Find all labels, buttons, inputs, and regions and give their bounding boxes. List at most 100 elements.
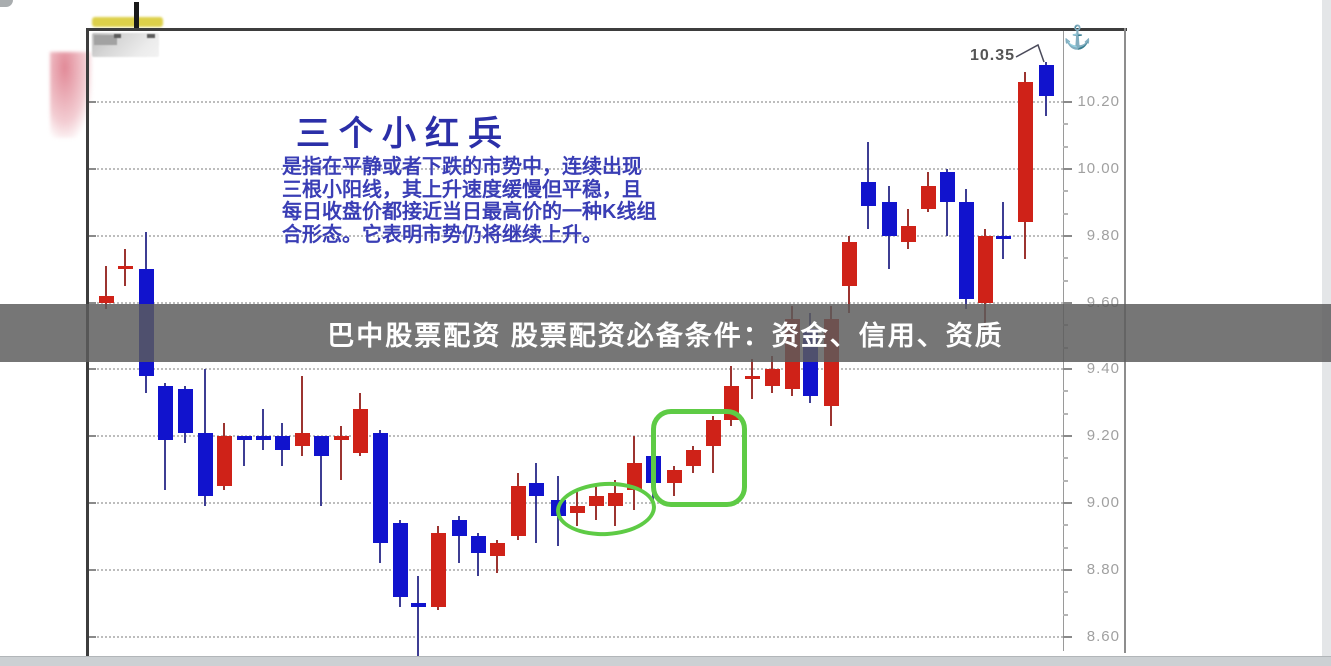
axis-label: 9.00	[1086, 494, 1120, 511]
description-line: 每日收盘价都接近当日最高价的一种K线组	[282, 201, 657, 223]
candlestick-up	[921, 186, 936, 209]
axis-label: 10.20	[1077, 93, 1120, 110]
axis-tick	[1063, 368, 1072, 370]
axis-minor-tick	[1063, 591, 1068, 593]
axis-label: 9.80	[1086, 227, 1120, 244]
candlestick-up	[570, 506, 585, 513]
axis-minor-tick	[1063, 146, 1068, 148]
axis-tick	[1063, 636, 1072, 638]
page-bottom-edge	[0, 656, 1331, 666]
gridline	[90, 435, 1063, 437]
gridline	[90, 101, 1063, 103]
candlestick-down	[237, 436, 252, 440]
candlestick-up	[99, 296, 114, 303]
candlestick-down-wick	[946, 169, 948, 236]
candlestick-up	[1018, 82, 1033, 222]
watermark-speck	[114, 34, 121, 38]
axis-tick	[1063, 502, 1072, 504]
axis-label: 8.80	[1086, 561, 1120, 578]
candlestick-up	[745, 376, 760, 379]
axis-tick-left	[89, 235, 96, 237]
candlestick-down	[178, 389, 193, 433]
yellow-highlight-strip	[92, 17, 163, 27]
candlestick-down-wick	[1002, 202, 1004, 259]
description-line: 是指在平静或者下跌的市势中，连续出现	[282, 156, 642, 178]
axis-minor-tick	[1063, 280, 1068, 282]
candlestick-down-wick	[243, 436, 245, 466]
candlestick-down	[314, 436, 329, 456]
candlestick-up-wick	[105, 266, 107, 309]
axis-tick	[1063, 235, 1072, 237]
peak-price-label: 10.35	[970, 47, 1016, 64]
ad-banner[interactable]: 巴中股票配资 股票配资必备条件：资金、信用、资质	[0, 304, 1331, 362]
candlestick-up	[842, 242, 857, 286]
axis-tick	[1063, 302, 1072, 304]
candlestick-up	[295, 433, 310, 446]
axis-tick	[1063, 435, 1072, 437]
candlestick-down	[471, 536, 486, 553]
candlestick-up	[686, 450, 701, 466]
candlestick-down-wick	[417, 576, 419, 657]
candlestick-up	[217, 436, 232, 486]
axis-minor-tick	[1063, 413, 1068, 415]
axis-minor-tick	[1063, 190, 1068, 192]
candlestick-down-wick	[477, 533, 479, 576]
candlestick-down	[452, 520, 467, 536]
candlestick-down	[198, 433, 213, 496]
candlestick-up-wick	[301, 376, 303, 456]
candlestick-down-wick	[320, 436, 322, 506]
candlestick-up	[431, 533, 446, 607]
axis-label: 9.40	[1086, 360, 1120, 377]
candlestick-up	[765, 369, 780, 386]
candlestick-up	[353, 409, 368, 453]
axis-tick-left	[89, 368, 96, 370]
axis-label: 9.20	[1086, 427, 1120, 444]
axis-tick-left	[89, 502, 96, 504]
axis-minor-tick	[1063, 390, 1068, 392]
axis-minor-tick	[1063, 547, 1068, 549]
candlestick-down	[882, 202, 897, 236]
candlestick-down	[1039, 65, 1054, 96]
axis-tick	[1063, 168, 1072, 170]
gridline	[90, 636, 1063, 638]
axis-tick-left	[89, 168, 96, 170]
candlestick-up-wick	[340, 426, 342, 480]
candlestick-down	[393, 523, 408, 597]
candlestick-down	[996, 236, 1011, 239]
pink-watermark-blob	[50, 52, 92, 138]
description-line: 三根小阳线，其上升速度缓慢但平稳，且	[282, 178, 642, 201]
candlestick-down	[373, 433, 388, 543]
chart-frame-top-border	[86, 28, 1127, 31]
pattern-title: 三个小红兵	[296, 114, 511, 154]
axis-tick-left	[89, 435, 96, 437]
candlestick-down	[275, 436, 290, 450]
axis-tick-left	[89, 636, 96, 638]
axis-tick-left	[89, 302, 96, 304]
gridline	[90, 168, 1063, 170]
axis-minor-tick	[1063, 213, 1068, 215]
candlestick-down	[959, 202, 974, 299]
axis-tick-left	[89, 569, 96, 571]
candlestick-down	[158, 386, 173, 440]
gridline	[90, 235, 1063, 237]
axis-tick-left	[89, 101, 96, 103]
gridline	[90, 302, 1063, 304]
axis-minor-tick	[1063, 524, 1068, 526]
candlestick-up-wick	[751, 359, 753, 399]
candlestick-down	[940, 172, 955, 202]
pattern-description: 是指在平静或者下跌的市势中，连续出现 三根小阳线，其上升速度缓慢但平稳，且 每日…	[282, 156, 662, 246]
pattern-highlight-ellipse	[554, 479, 658, 539]
candlestick-down-wick	[262, 409, 264, 450]
axis-tick	[1063, 569, 1072, 571]
axis-minor-tick	[1063, 480, 1068, 482]
candlestick-down-wick	[458, 516, 460, 563]
candlestick-down	[256, 436, 271, 440]
candlestick-up	[608, 493, 623, 506]
candlestick-up	[490, 543, 505, 556]
candlestick-up	[118, 266, 133, 269]
watermark-speck	[147, 34, 155, 38]
anchor-icon: ⚓	[1063, 24, 1092, 50]
candlestick-down-wick	[535, 463, 537, 543]
candlestick-down	[551, 500, 566, 516]
